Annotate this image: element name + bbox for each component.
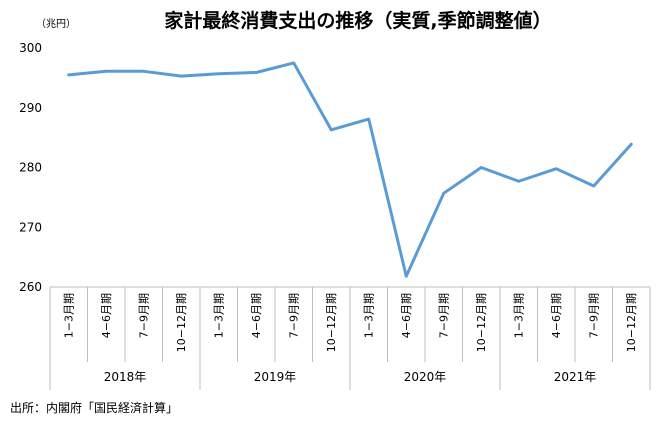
data-point [330, 128, 333, 132]
y-tick-label: 260 [19, 280, 42, 294]
y-axis-ticks: 300 290 280 270 260 [19, 41, 42, 294]
year-label: 2019年 [254, 370, 297, 384]
year-label: 2021年 [554, 370, 597, 384]
x-tick-label: 7−9月期 [288, 293, 301, 338]
axis-frame [49, 286, 651, 390]
data-point [255, 71, 258, 74]
x-axis-ticks: 1−3月期 4−6月期 7−9月期 10−12月期 1−3月期 4−6月期 7−9月期 10−… [63, 293, 638, 352]
data-point [442, 191, 445, 195]
x-tick-label: 4−6月期 [550, 293, 563, 338]
x-tick-label: 10−12月期 [175, 293, 188, 352]
chart-title: 家計最終消費支出の推移（実質,季節調整値） [164, 9, 551, 32]
x-tick-label: 1−3月期 [513, 293, 526, 338]
source-note: 出所：内閣府「国民経済計算」 [10, 400, 178, 415]
data-point [105, 70, 108, 73]
data-point [180, 74, 183, 78]
data-point [67, 73, 70, 77]
x-tick-label: 1−3月期 [63, 293, 76, 338]
x-tick-label: 10−12月期 [475, 293, 488, 352]
data-point [367, 117, 370, 121]
data-point [592, 184, 595, 188]
data-point [292, 61, 295, 65]
data-point [142, 70, 145, 73]
data-point [630, 142, 633, 146]
series [67, 61, 633, 278]
x-tick-label: 1−3月期 [363, 293, 376, 338]
data-point [517, 180, 520, 183]
data-point [480, 166, 483, 169]
x-tick-label: 7−9月期 [138, 293, 151, 338]
unit-label: （兆円） [36, 18, 76, 30]
x-tick-label: 10−12月期 [325, 293, 338, 352]
x-tick-label: 7−9月期 [438, 293, 451, 338]
data-point [217, 72, 220, 75]
y-tick-label: 300 [19, 41, 42, 55]
x-tick-label: 10−12月期 [625, 293, 638, 352]
data-point [555, 167, 558, 170]
x-tick-label: 4−6月期 [100, 293, 113, 338]
data-point [405, 275, 408, 278]
x-tick-label: 4−6月期 [250, 293, 263, 338]
y-tick-label: 280 [19, 161, 42, 175]
y-tick-label: 270 [19, 220, 42, 234]
year-labels: 2018年 2019年 2020年 2021年 [104, 370, 597, 384]
year-label: 2020年 [404, 370, 447, 384]
y-tick-label: 290 [19, 101, 42, 115]
x-tick-label: 1−3月期 [213, 293, 226, 338]
series-line [67, 61, 633, 278]
year-label: 2018年 [104, 370, 147, 384]
x-tick-label: 4−6月期 [400, 293, 413, 338]
x-tick-label: 7−9月期 [588, 293, 601, 338]
